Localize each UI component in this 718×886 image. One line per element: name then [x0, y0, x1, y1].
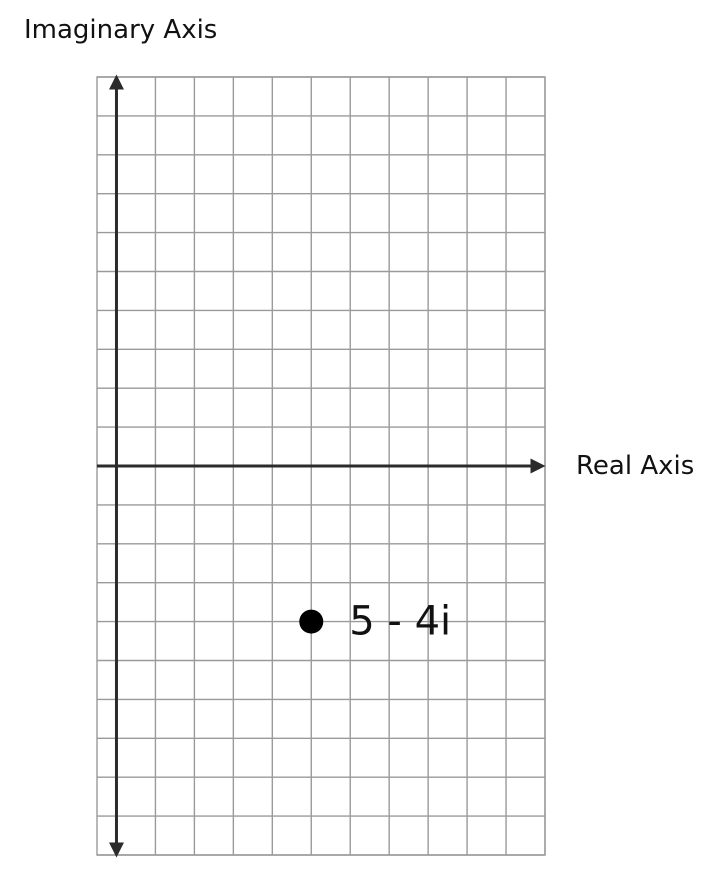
data-points: 5 - 4i — [299, 599, 451, 645]
x-axis-title: Real Axis — [576, 451, 694, 481]
data-point — [299, 609, 324, 634]
grid — [96, 76, 546, 856]
axes — [97, 74, 546, 858]
data-point-label: 5 - 4i — [349, 599, 451, 645]
y-axis-title: Imaginary Axis — [24, 15, 217, 45]
